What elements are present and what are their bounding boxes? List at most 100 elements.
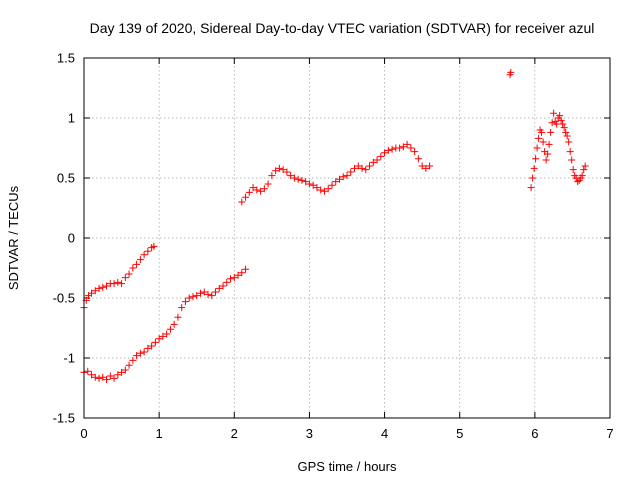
data-point [150,242,158,250]
data-point [527,184,535,192]
data-point [559,120,567,128]
data-point [125,270,133,278]
data-point [136,349,144,357]
data-point [373,156,381,164]
data-point [418,162,426,170]
x-tick-label: 4 [381,426,388,441]
data-point [279,166,287,174]
data-point [399,143,407,151]
data-point [88,371,96,379]
data-point [578,172,586,180]
data-point [535,134,543,142]
data-point [253,186,261,194]
data-point [200,288,208,296]
data-point [414,155,422,163]
grid-lines [84,58,610,418]
data-point [136,256,144,264]
data-point [362,166,370,174]
data-point [354,162,362,170]
data-point [151,338,159,346]
data-point [320,187,328,195]
data-point [106,372,114,380]
data-point [208,292,216,300]
data-point [335,175,343,183]
data-point [407,144,415,152]
data-point [118,280,126,288]
data-point [103,282,111,290]
data-point [133,352,141,360]
data-point [507,68,515,76]
data-point [249,184,257,192]
data-point [144,247,152,255]
data-point [529,174,537,182]
data-point [309,181,317,189]
data-point [568,156,576,164]
data-point [219,282,227,290]
data-point [283,168,291,176]
data-point [377,152,385,160]
data-point [566,148,574,156]
data-point [99,283,107,291]
y-tick-label: -1.5 [53,411,75,426]
x-tick-label: 7 [606,426,613,441]
data-point [174,313,182,321]
series-2 [80,265,250,384]
data-point [166,325,174,333]
x-tick-label: 3 [306,426,313,441]
y-tick-label: 1.5 [57,51,75,66]
data-point [227,275,235,283]
data-point [95,374,103,382]
data-point [550,109,558,117]
data-point [294,175,302,183]
data-point [204,290,212,298]
series-4 [506,68,515,79]
data-point [569,166,577,174]
y-tick-label: 0 [68,231,75,246]
x-axis-label: GPS time / hours [298,459,397,474]
data-point [91,373,99,381]
data-point [560,124,568,132]
data-point [305,180,313,188]
y-tick-label: -0.5 [53,291,75,306]
data-point [332,178,340,186]
data-point [110,280,118,288]
data-point [129,264,137,272]
data-point [532,155,540,163]
data-point [302,178,310,186]
data-point [257,187,265,195]
y-tick-label: 1 [68,111,75,126]
data-point [155,335,163,343]
data-point [118,368,126,376]
y-axis-label: SDTVAR / TECUs [6,185,21,290]
data-points [80,68,589,384]
series-1 [80,242,158,312]
data-point [260,185,268,193]
data-point [181,298,189,306]
data-point [114,278,122,286]
y-tick-labels: -1.5 -1 -0.5 0 0.5 1 1.5 [53,51,75,426]
data-point [238,269,246,277]
data-point [84,367,92,375]
data-point [88,289,96,297]
data-point [553,120,561,128]
data-point [125,361,133,369]
data-point [557,116,565,124]
x-tick-labels: 0 1 2 3 4 5 6 7 [80,426,613,441]
data-point [242,265,250,273]
data-point [343,172,351,180]
data-point [264,180,272,188]
data-point [580,166,588,174]
y-tick-label: 0.5 [57,171,75,186]
data-point [396,144,404,152]
data-point [133,260,141,268]
data-point [324,185,332,193]
data-point [358,164,366,172]
data-point [313,184,321,192]
data-point [193,292,201,300]
plot-frame [83,57,611,419]
data-point [223,278,231,286]
data-point [563,132,571,140]
data-point [129,356,137,364]
data-point [565,138,573,146]
data-point [574,178,582,186]
